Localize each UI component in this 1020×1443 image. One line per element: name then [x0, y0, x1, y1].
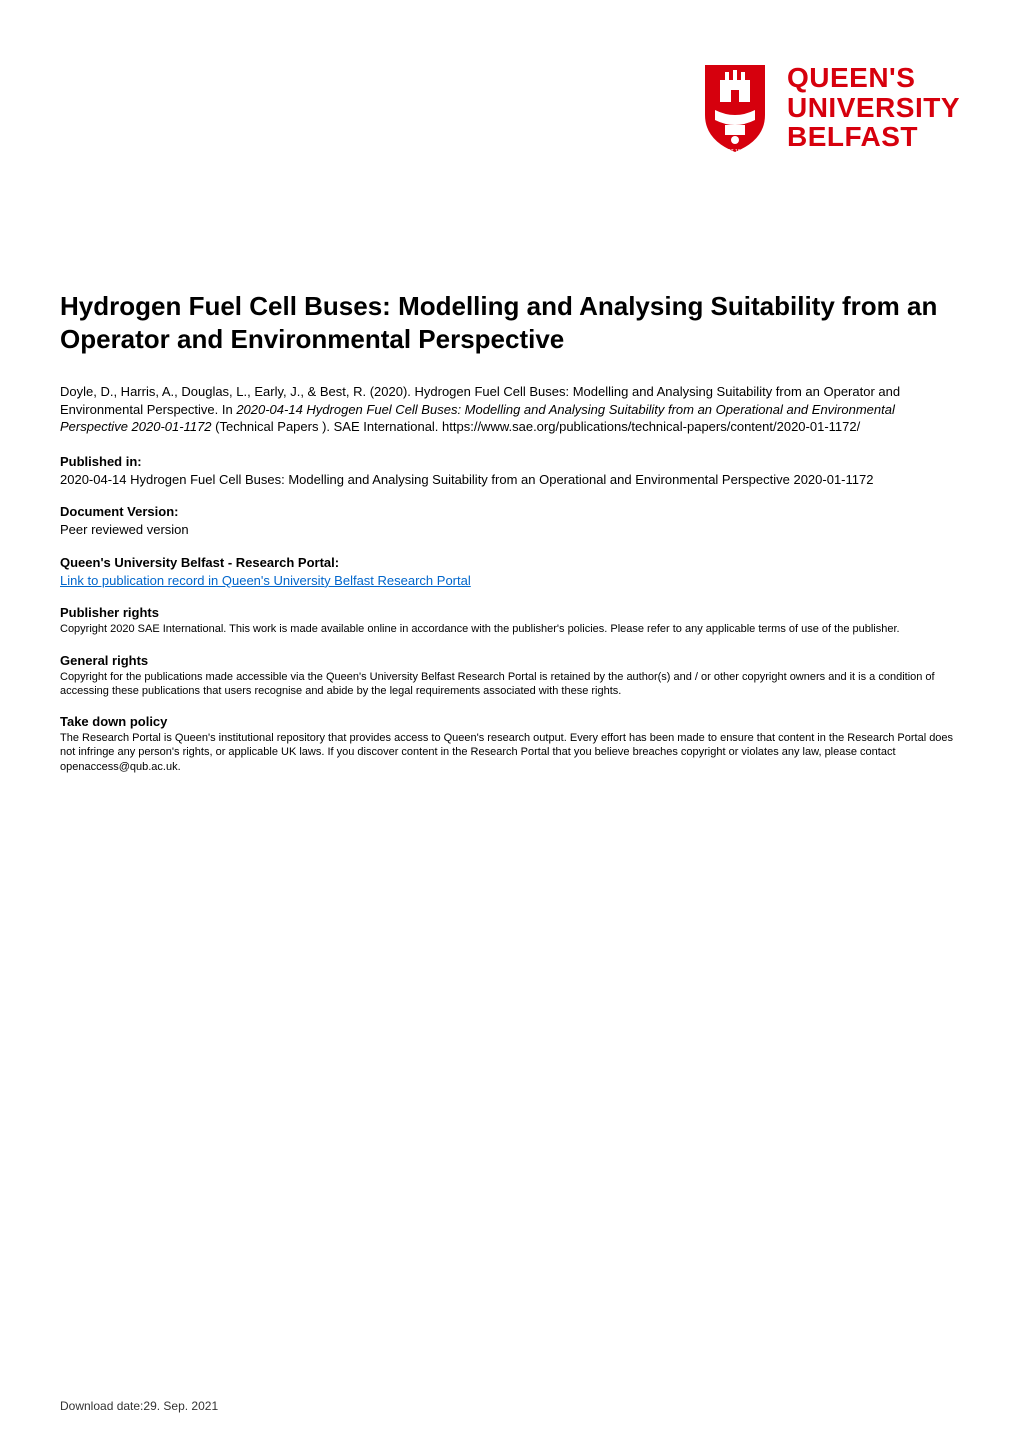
logo-line-1: QUEEN'S	[787, 63, 960, 92]
logo-line-3: BELFAST	[787, 122, 960, 151]
publisher-rights-heading: Publisher rights	[60, 605, 960, 620]
citation-block: Doyle, D., Harris, A., Douglas, L., Earl…	[60, 383, 960, 436]
document-version-body: Peer reviewed version	[60, 521, 960, 539]
logo-line-2: UNIVERSITY	[787, 93, 960, 122]
publication-record-link[interactable]: Link to publication record in Queen's Un…	[60, 573, 471, 588]
main-content: Hydrogen Fuel Cell Buses: Modelling and …	[60, 290, 960, 774]
take-down-body: The Research Portal is Queen's instituti…	[60, 731, 960, 774]
document-version-section: Document Version: Peer reviewed version	[60, 504, 960, 539]
citation-tail: (Technical Papers ). SAE International. …	[212, 419, 861, 434]
published-in-section: Published in: 2020-04-14 Hydrogen Fuel C…	[60, 454, 960, 489]
page-title: Hydrogen Fuel Cell Buses: Modelling and …	[60, 290, 960, 355]
research-portal-heading: Queen's University Belfast - Research Po…	[60, 555, 960, 570]
take-down-section: Take down policy The Research Portal is …	[60, 714, 960, 774]
published-in-body: 2020-04-14 Hydrogen Fuel Cell Buses: Mod…	[60, 471, 960, 489]
document-version-heading: Document Version:	[60, 504, 960, 519]
general-rights-section: General rights Copyright for the publica…	[60, 653, 960, 699]
download-date-footer: Download date:29. Sep. 2021	[60, 1399, 218, 1413]
general-rights-heading: General rights	[60, 653, 960, 668]
university-logo: EST 1845 QUEEN'S UNIVERSITY BELFAST	[695, 60, 960, 155]
research-portal-body: Link to publication record in Queen's Un…	[60, 572, 960, 590]
take-down-heading: Take down policy	[60, 714, 960, 729]
crest-icon: EST 1845	[695, 60, 775, 155]
logo-text-block: QUEEN'S UNIVERSITY BELFAST	[787, 63, 960, 151]
publisher-rights-body: Copyright 2020 SAE International. This w…	[60, 622, 960, 636]
research-portal-section: Queen's University Belfast - Research Po…	[60, 555, 960, 590]
publisher-rights-section: Publisher rights Copyright 2020 SAE Inte…	[60, 605, 960, 636]
svg-text:EST 1845: EST 1845	[724, 149, 746, 155]
general-rights-body: Copyright for the publications made acce…	[60, 670, 960, 699]
published-in-heading: Published in:	[60, 454, 960, 469]
